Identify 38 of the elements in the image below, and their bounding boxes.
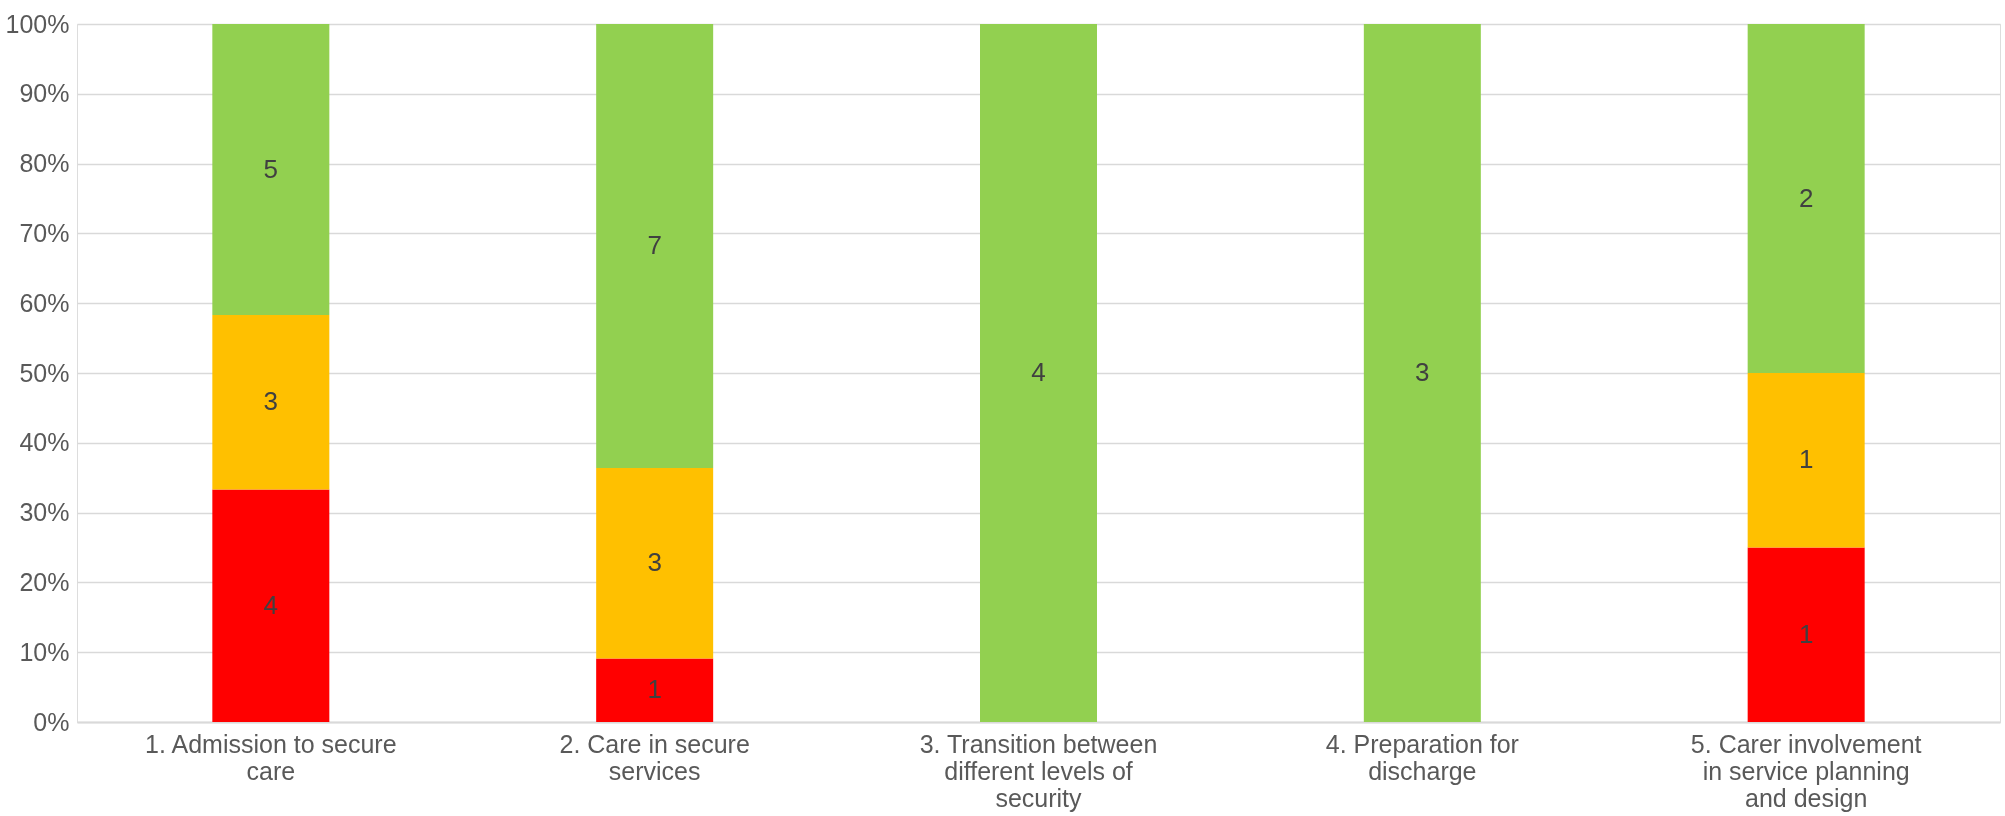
annotation: 7	[647, 229, 662, 260]
bar	[980, 24, 1097, 722]
y-tick-label: 100%	[5, 9, 70, 38]
y-tick-label: 0%	[33, 707, 70, 736]
bar	[1747, 547, 1865, 722]
y-tick-label: 30%	[19, 498, 70, 527]
bar	[1363, 24, 1481, 722]
y-tick-label: 70%	[19, 218, 70, 247]
annotation: 1	[1798, 444, 1814, 475]
annotation: 4	[1031, 357, 1046, 387]
y-tick-label: 50%	[19, 358, 70, 387]
y-tick-label: 60%	[19, 288, 70, 317]
bar	[596, 467, 714, 659]
y-tick-label: 90%	[19, 79, 70, 108]
bar	[212, 489, 330, 722]
bar	[596, 658, 714, 722]
y-tick-label: 80%	[19, 149, 70, 178]
x-tick-label: 5. Carer involvement in service planning and design	[1690, 729, 1922, 812]
annotation: 3	[1415, 357, 1430, 387]
annotation: 4	[263, 589, 279, 620]
bar	[596, 24, 714, 468]
y-tick-label: 20%	[19, 567, 70, 596]
bar	[1747, 24, 1865, 373]
bar	[212, 315, 330, 490]
annotation: 3	[263, 386, 279, 417]
annotation: 1	[1798, 618, 1814, 649]
y-tick-label: 40%	[19, 428, 70, 457]
bar	[1747, 373, 1865, 548]
x-tick-label: 2. Care in secure services	[559, 729, 750, 785]
x-tick-label: 1. Admission to secure care	[145, 729, 397, 785]
x-tick-label: 3. Transition between different levels of security	[919, 729, 1158, 812]
annotation: 5	[263, 153, 279, 184]
bar	[212, 24, 330, 316]
x-tick-label: 4. Preparation for discharge	[1325, 729, 1519, 785]
annotation: 1	[647, 674, 662, 705]
annotation: 2	[1798, 182, 1814, 213]
annotation: 3	[647, 547, 662, 578]
y-tick-label: 10%	[19, 637, 70, 666]
